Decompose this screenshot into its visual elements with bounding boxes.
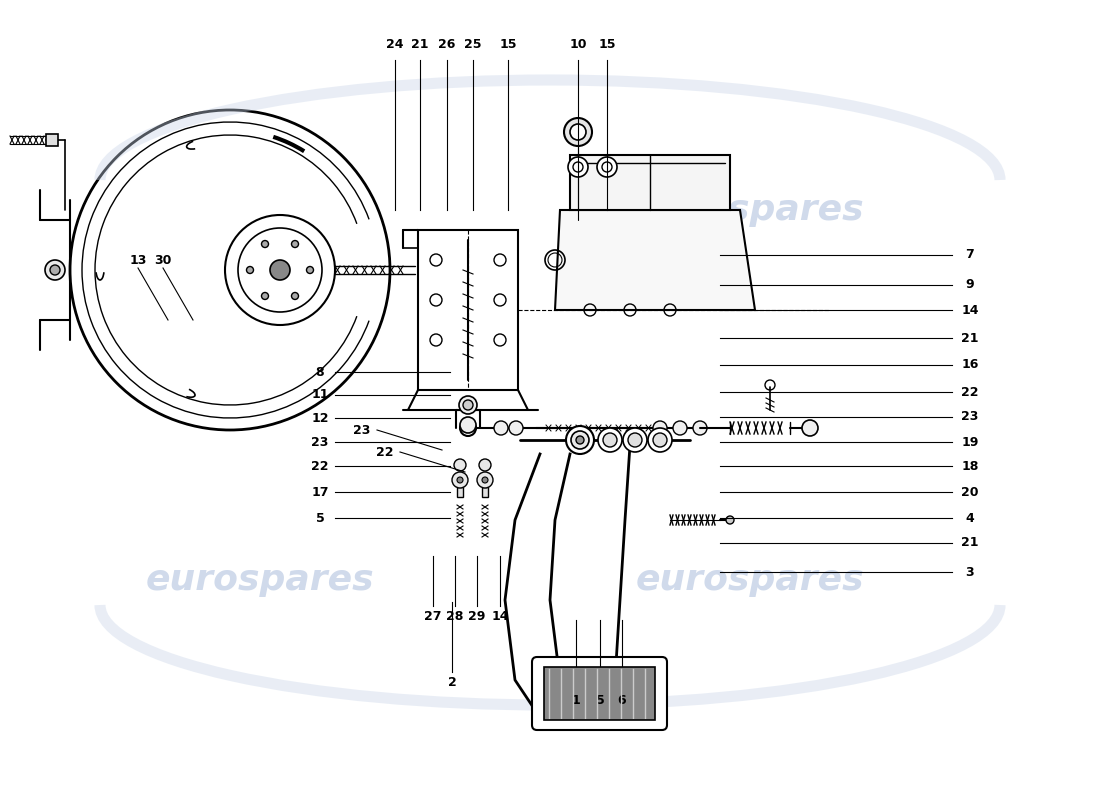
Circle shape	[292, 293, 298, 299]
Text: 10: 10	[570, 38, 586, 51]
Text: 4: 4	[966, 511, 975, 525]
Text: eurospares: eurospares	[636, 563, 865, 597]
Text: 22: 22	[961, 386, 979, 398]
Bar	[570, 155, 730, 210]
Text: eurospares: eurospares	[145, 193, 374, 227]
Circle shape	[802, 420, 818, 436]
Bar	[418, 230, 518, 390]
Polygon shape	[556, 210, 755, 310]
Text: 1: 1	[572, 694, 581, 706]
FancyBboxPatch shape	[532, 657, 667, 730]
Circle shape	[564, 118, 592, 146]
Circle shape	[598, 428, 622, 452]
Circle shape	[726, 516, 734, 524]
Text: 30: 30	[154, 254, 172, 266]
Text: 23: 23	[353, 423, 371, 437]
Text: 24: 24	[386, 38, 404, 51]
Circle shape	[456, 477, 463, 483]
Text: 14: 14	[492, 610, 508, 622]
Circle shape	[45, 260, 65, 280]
Text: 5: 5	[595, 694, 604, 706]
Text: 17: 17	[311, 486, 329, 498]
Text: eurospares: eurospares	[145, 563, 374, 597]
Circle shape	[566, 426, 594, 454]
Circle shape	[270, 260, 290, 280]
Circle shape	[47, 135, 57, 145]
Circle shape	[477, 472, 493, 488]
Text: 22: 22	[376, 446, 394, 458]
Text: 21: 21	[961, 537, 979, 550]
Text: 3: 3	[966, 566, 975, 578]
Circle shape	[693, 421, 707, 435]
Text: 2: 2	[448, 675, 456, 689]
Circle shape	[623, 428, 647, 452]
Text: 8: 8	[316, 366, 324, 378]
Text: 9: 9	[966, 278, 975, 291]
Text: 13: 13	[130, 254, 146, 266]
Circle shape	[463, 400, 473, 410]
Circle shape	[653, 421, 667, 435]
Circle shape	[648, 428, 672, 452]
Text: 25: 25	[464, 38, 482, 51]
Circle shape	[460, 417, 476, 433]
Circle shape	[459, 396, 477, 414]
Circle shape	[238, 228, 322, 312]
Circle shape	[478, 459, 491, 471]
Circle shape	[494, 421, 508, 435]
Text: 19: 19	[961, 435, 979, 449]
Circle shape	[452, 472, 468, 488]
Bar	[544, 667, 654, 720]
Text: 21: 21	[411, 38, 429, 51]
Text: 28: 28	[447, 610, 464, 622]
Text: 21: 21	[961, 331, 979, 345]
Circle shape	[262, 241, 268, 247]
Circle shape	[454, 459, 466, 471]
Bar	[46, 134, 58, 146]
Text: 20: 20	[961, 486, 979, 498]
Circle shape	[570, 124, 586, 140]
Circle shape	[673, 421, 688, 435]
Circle shape	[50, 265, 60, 275]
Circle shape	[509, 421, 522, 435]
Text: 12: 12	[311, 411, 329, 425]
Circle shape	[482, 477, 488, 483]
Text: eurospares: eurospares	[636, 193, 865, 227]
Circle shape	[576, 436, 584, 444]
Circle shape	[307, 266, 314, 274]
Text: 26: 26	[438, 38, 455, 51]
Circle shape	[262, 293, 268, 299]
Circle shape	[226, 215, 336, 325]
Text: 29: 29	[469, 610, 486, 622]
Text: 27: 27	[425, 610, 442, 622]
Text: 18: 18	[961, 459, 979, 473]
Text: 15: 15	[598, 38, 616, 51]
Circle shape	[70, 110, 390, 430]
Circle shape	[653, 433, 667, 447]
Text: 5: 5	[316, 511, 324, 525]
Text: 23: 23	[961, 410, 979, 423]
Circle shape	[603, 433, 617, 447]
Text: 16: 16	[961, 358, 979, 371]
Circle shape	[571, 431, 588, 449]
Text: 11: 11	[311, 389, 329, 402]
Bar	[456, 487, 463, 497]
Circle shape	[568, 157, 588, 177]
Text: 6: 6	[618, 694, 626, 706]
Circle shape	[292, 241, 298, 247]
Text: 22: 22	[311, 459, 329, 473]
Circle shape	[597, 157, 617, 177]
Text: 7: 7	[966, 249, 975, 262]
Text: 14: 14	[961, 303, 979, 317]
Circle shape	[246, 266, 253, 274]
Bar	[544, 667, 654, 720]
Text: 23: 23	[311, 435, 329, 449]
Bar	[482, 487, 488, 497]
Circle shape	[628, 433, 642, 447]
Text: 15: 15	[499, 38, 517, 51]
